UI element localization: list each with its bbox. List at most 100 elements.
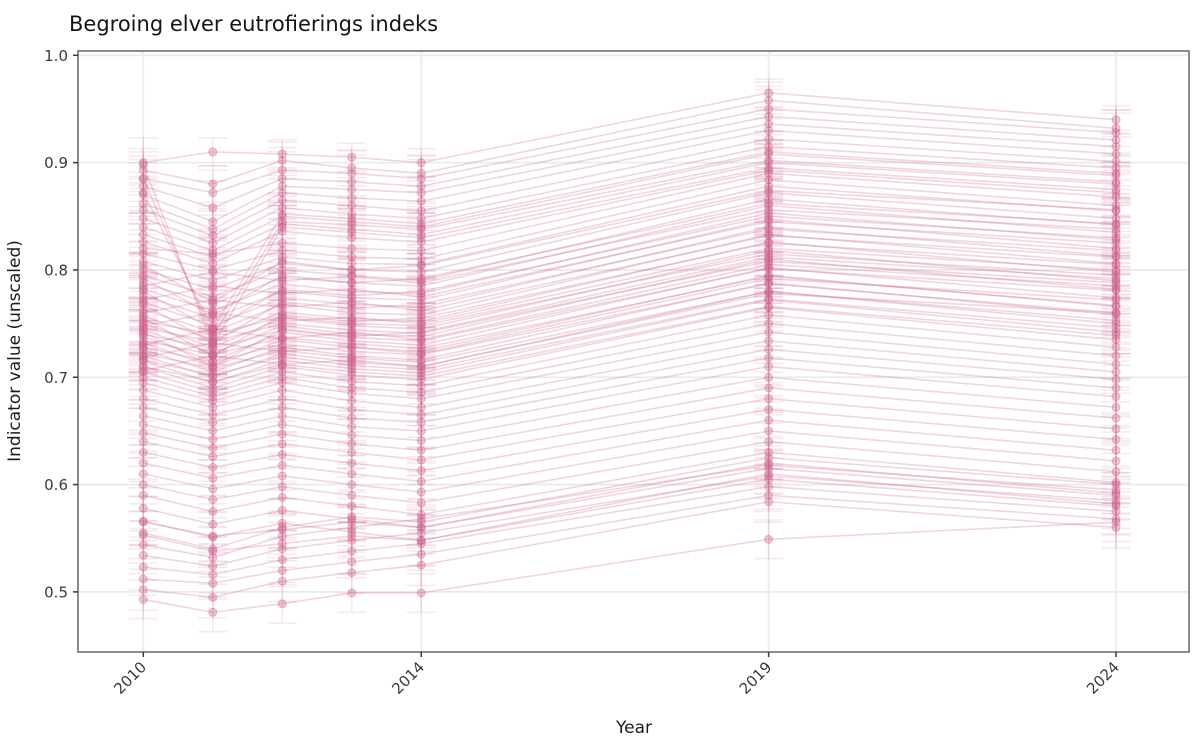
series (128, 274, 1131, 390)
data-point (347, 271, 357, 281)
data-point (416, 327, 426, 337)
series-line (143, 290, 1117, 379)
series-line (143, 123, 1117, 223)
data-point (138, 362, 148, 372)
data-point (347, 284, 357, 294)
gridlines (78, 51, 1189, 652)
data-point (277, 352, 287, 362)
data-point (277, 492, 287, 502)
series (128, 480, 1131, 619)
data-point (277, 518, 287, 528)
data-point (1111, 142, 1121, 152)
data-point (208, 321, 218, 331)
series-line (143, 258, 1117, 355)
data-point (208, 246, 218, 256)
series (128, 330, 1131, 450)
data-point (764, 163, 774, 173)
data-point (347, 501, 357, 511)
data-point (277, 335, 287, 345)
data-point (764, 134, 774, 144)
data-point (1111, 330, 1121, 340)
series (128, 300, 1131, 420)
data-point (416, 466, 426, 476)
series (128, 215, 1131, 384)
data-point (277, 321, 287, 331)
series (128, 171, 1131, 296)
data-point (1111, 496, 1121, 506)
data-point (138, 291, 148, 301)
data-point (277, 217, 287, 227)
data-point (416, 158, 426, 168)
series-line (143, 473, 1117, 542)
y-tick-label: 1.0 (44, 47, 68, 65)
series-line (143, 357, 1117, 424)
data-point (1111, 206, 1121, 216)
data-point (764, 469, 774, 479)
data-point (138, 230, 148, 240)
data-point (416, 316, 426, 326)
series-line (143, 314, 1117, 394)
data-point (764, 447, 774, 457)
data-point (277, 238, 287, 248)
data-point (347, 177, 357, 187)
series (128, 450, 1131, 573)
data-point (764, 426, 774, 436)
data-point (764, 327, 774, 337)
data-point (416, 313, 426, 323)
data-point (1111, 274, 1121, 284)
data-point (1111, 490, 1121, 500)
series (128, 81, 1131, 204)
series-line (142, 159, 1117, 339)
data-point (208, 308, 218, 318)
data-point (277, 181, 287, 191)
data-point (347, 278, 357, 288)
data-point (138, 274, 148, 284)
data-point (347, 342, 357, 352)
x-tick-label: 2019 (736, 658, 776, 698)
data-point (416, 230, 426, 240)
data-point (416, 347, 426, 356)
data-point (138, 402, 148, 412)
series (128, 139, 1131, 266)
data-point (1111, 523, 1121, 533)
data-point (347, 168, 357, 178)
data-point (277, 385, 287, 395)
data-point (764, 279, 774, 289)
data-point (138, 336, 148, 346)
data-point (277, 333, 287, 343)
series (128, 265, 1131, 403)
data-point (277, 174, 287, 184)
data-point (138, 286, 148, 296)
series-line (143, 115, 1117, 209)
data-point (416, 336, 426, 346)
data-point (138, 344, 148, 354)
data-point (764, 158, 774, 168)
data-point (764, 463, 774, 473)
series (128, 445, 1131, 562)
data-point (208, 324, 218, 334)
data-point (764, 497, 774, 507)
data-point (1111, 281, 1121, 291)
series (128, 107, 1131, 239)
data-point (347, 490, 357, 500)
series (128, 295, 1131, 412)
data-point (764, 205, 774, 215)
data-point (416, 254, 426, 264)
series-line (143, 249, 1117, 349)
data-point (1111, 251, 1121, 261)
data-point (138, 528, 148, 538)
series (128, 284, 1131, 390)
series-line (143, 462, 1117, 529)
data-point (277, 209, 287, 219)
data-point (347, 184, 357, 194)
data-point (277, 327, 287, 337)
series (128, 258, 1131, 384)
data-point (138, 205, 148, 215)
data-point (347, 213, 357, 223)
data-point (208, 231, 218, 241)
series (128, 240, 1131, 389)
data-point (277, 265, 287, 275)
series-line (143, 500, 1117, 599)
series (128, 88, 1131, 236)
data-point (277, 272, 287, 282)
